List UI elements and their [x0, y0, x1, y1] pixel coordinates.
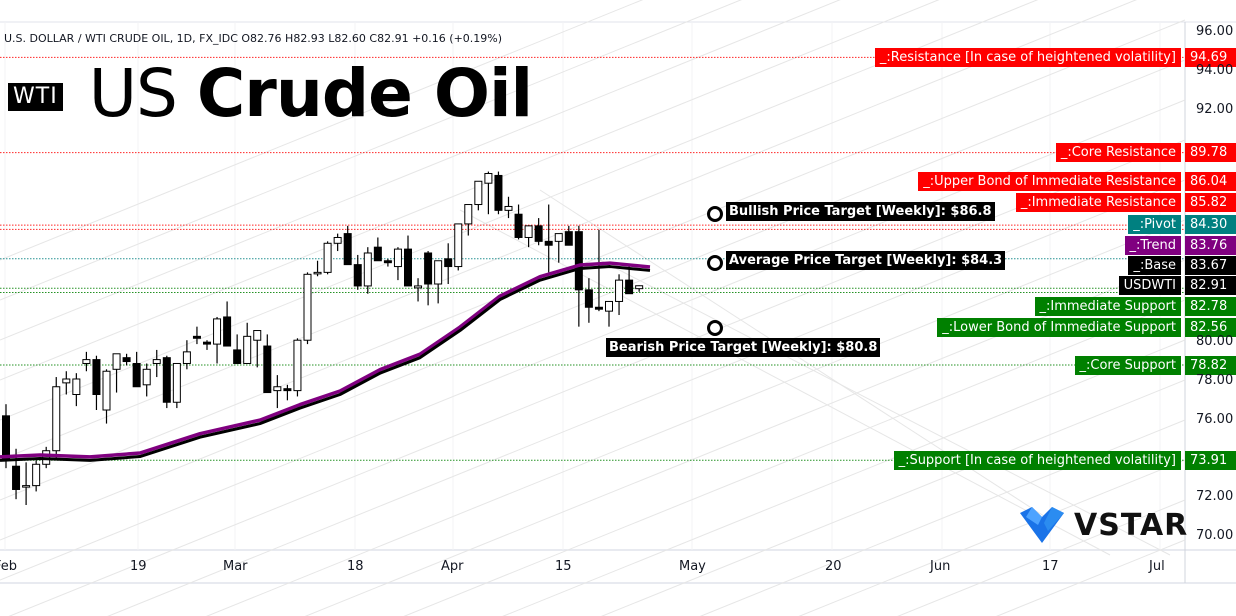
y-tick: 70.00	[1196, 528, 1234, 543]
bullish-target-marker-icon[interactable]	[707, 206, 723, 222]
bullish-target-label: Bullish Price Target [Weekly]: $86.8	[726, 202, 995, 221]
level-label-core-resistance[interactable]: _:Core Resistance	[1055, 143, 1181, 163]
x-tick: 19	[130, 559, 147, 574]
level-label-pivot[interactable]: _:Pivot	[1128, 215, 1181, 234]
main-title: US Crude Oil	[88, 55, 534, 132]
x-tick: 15	[555, 559, 572, 574]
title-bold: Crude Oil	[196, 55, 533, 132]
x-tick: Mar	[223, 559, 248, 574]
x-tick: Jul	[1149, 559, 1165, 574]
vstar-logo-text: VSTAR	[1074, 507, 1189, 543]
level-price-core-support: 78.82	[1185, 355, 1236, 375]
symbol-ohlc-line: U.S. DOLLAR / WTI CRUDE OIL, 1D, FX_IDC …	[4, 32, 503, 45]
level-label-resistance-volatility[interactable]: _:Resistance [In case of heightened vola…	[874, 47, 1181, 67]
level-price-lower-bond-immediate-support: 82.56	[1185, 318, 1236, 337]
x-tick: Apr	[441, 559, 464, 574]
average-target-label: Average Price Target [Weekly]: $84.3	[726, 251, 1006, 270]
base-ma-line	[0, 265, 651, 462]
y-tick: 80.00	[1196, 334, 1234, 350]
average-target-marker-icon[interactable]	[707, 255, 723, 271]
x-tick: 20	[825, 559, 842, 574]
x-tick: May	[679, 559, 706, 574]
title-light: US	[88, 55, 178, 132]
y-tick: 72.00	[1196, 489, 1234, 505]
x-tick: 17	[1042, 559, 1059, 574]
level-label-usdwti[interactable]: USDWTI	[1118, 276, 1181, 295]
level-price-usdwti: 82.91	[1185, 276, 1236, 295]
level-label-lower-bond-immediate-support[interactable]: _:Lower Bond of Immediate Support	[937, 318, 1181, 337]
level-label-support-volatility[interactable]: _:Support [In case of heightened volatil…	[893, 450, 1181, 470]
level-label-upper-bond-immediate-resistance[interactable]: _:Upper Bond of Immediate Resistance	[918, 172, 1181, 191]
level-label-immediate-resistance[interactable]: _:Immediate Resistance	[1015, 193, 1181, 212]
x-tick: 18	[347, 559, 364, 574]
vstar-logo-icon	[1020, 507, 1064, 543]
y-tick: 76.00	[1196, 411, 1234, 427]
level-price-support-volatility: 73.91	[1185, 450, 1236, 470]
level-price-base: 83.67	[1185, 256, 1236, 275]
vstar-logo: VSTAR	[1018, 505, 1188, 545]
bearish-target-label: Bearish Price Target [Weekly]: $80.8	[606, 338, 881, 357]
candles	[2, 171, 644, 505]
wti-badge: WTI	[8, 83, 63, 111]
level-price-immediate-support: 82.78	[1185, 297, 1236, 316]
level-label-immediate-support[interactable]: _:Immediate Support	[1034, 297, 1181, 316]
level-price-core-resistance: 89.78	[1185, 143, 1236, 163]
x-tick: Feb	[0, 559, 18, 574]
y-tick: 92.00	[1196, 101, 1234, 117]
level-label-core-support[interactable]: _:Core Support	[1074, 355, 1181, 375]
level-price-pivot: 84.30	[1185, 215, 1236, 234]
level-price-immediate-resistance: 85.82	[1185, 193, 1236, 212]
trend-ma-line	[0, 261, 651, 459]
level-price-upper-bond-immediate-resistance: 86.04	[1185, 172, 1236, 191]
chart-title: WTI US Crude Oil	[8, 55, 534, 132]
y-tick: 94.00	[1196, 62, 1234, 78]
bearish-target-marker-icon[interactable]	[707, 320, 723, 336]
y-tick: 96.00	[1196, 24, 1234, 39]
x-tick: Jun	[930, 559, 951, 574]
level-price-resistance-volatility: 94.69	[1185, 47, 1236, 67]
y-tick: 78.00	[1196, 372, 1234, 388]
level-label-trend[interactable]: _:Trend	[1124, 236, 1181, 255]
level-label-base[interactable]: _:Base	[1128, 256, 1181, 275]
level-price-trend: 83.76	[1185, 236, 1236, 255]
